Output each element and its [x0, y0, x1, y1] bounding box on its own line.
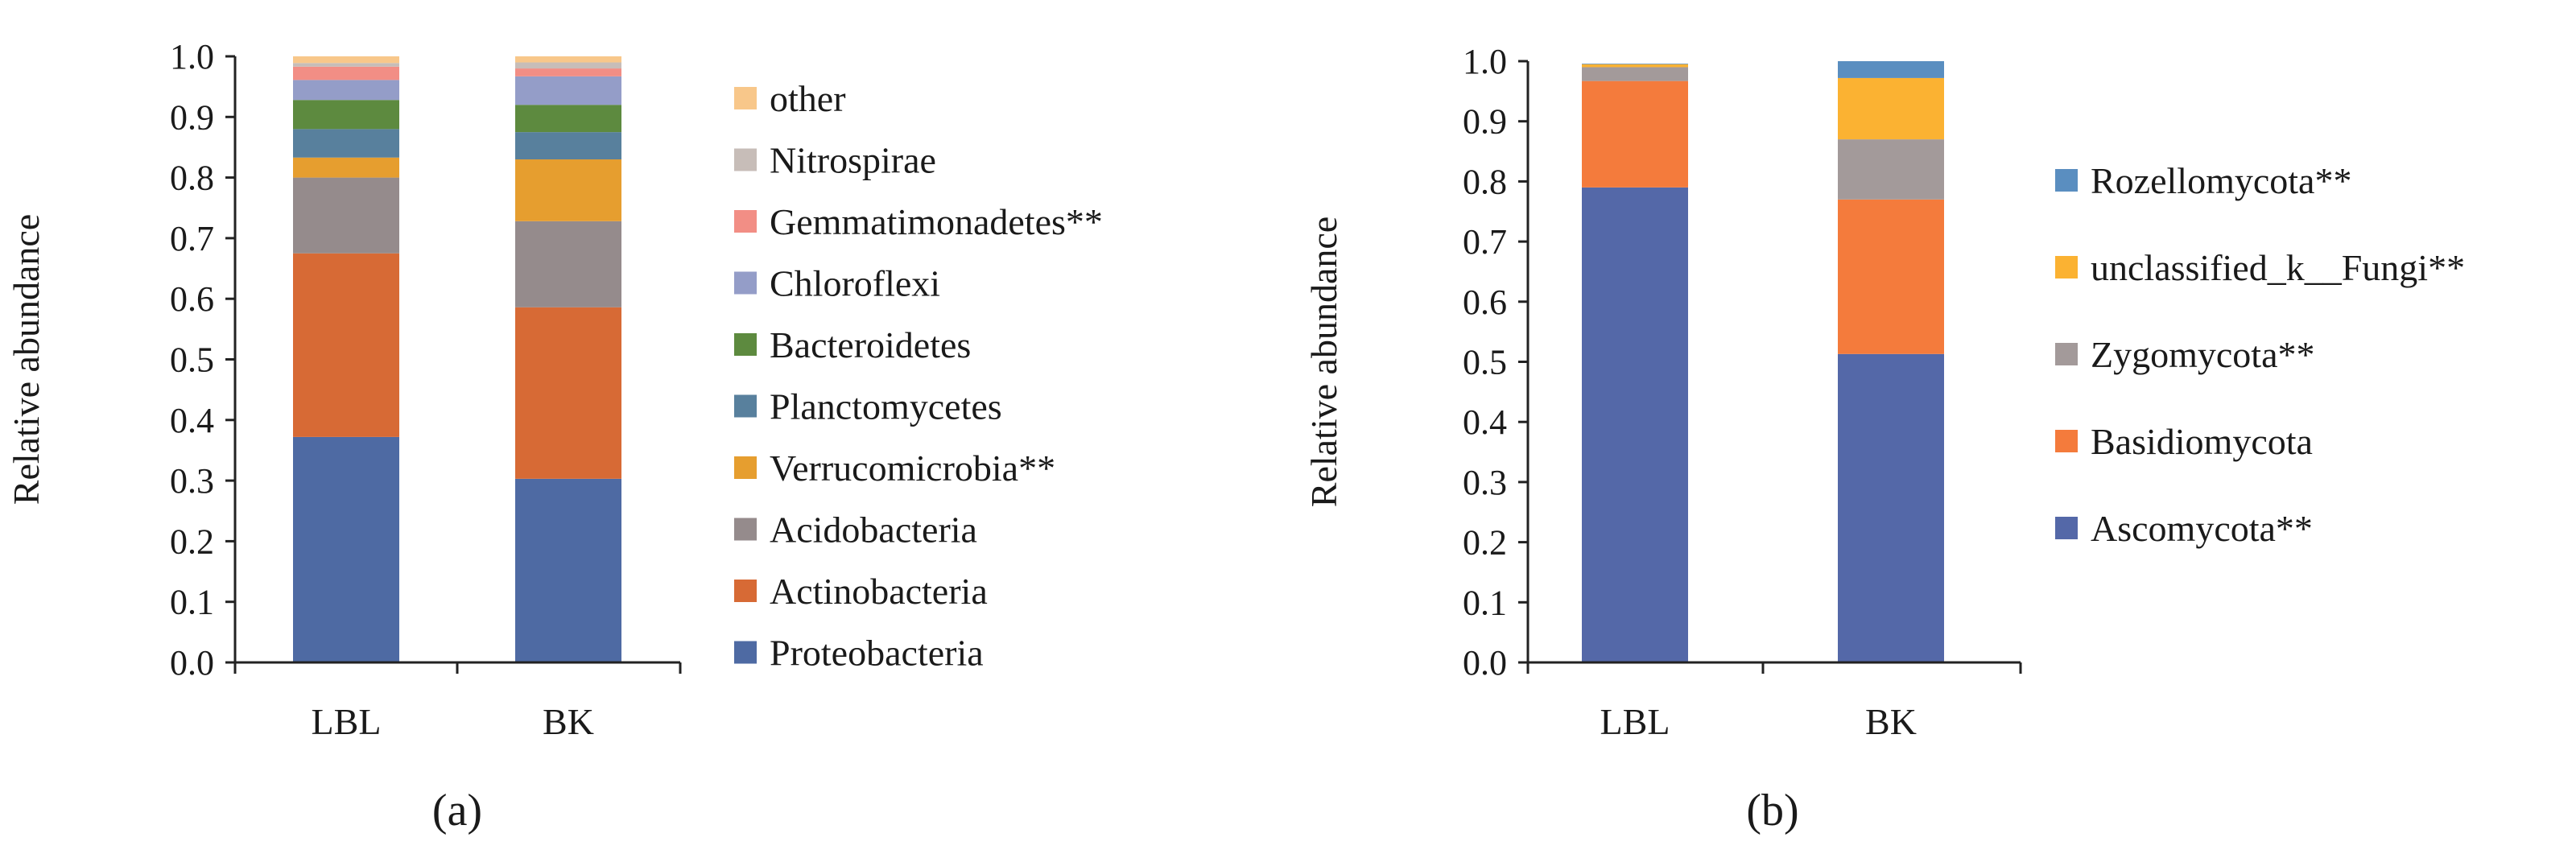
x-tick-label: LBL: [1600, 701, 1670, 742]
legend-label: Acidobacteria: [770, 510, 977, 551]
y-tick-label: 0.0: [170, 643, 214, 683]
legend-swatch: [2055, 430, 2078, 452]
legend-swatch: [734, 518, 757, 541]
y-tick-label: 0.3: [170, 461, 214, 501]
legend-label: Verrucomicrobia**: [770, 448, 1055, 489]
legend-swatch: [734, 210, 757, 233]
y-tick-label: 0.9: [170, 97, 214, 137]
legend-label: unclassified_k__Fungi**: [2091, 247, 2465, 288]
bar-segment: [515, 62, 621, 69]
legend-label: Planctomycetes: [770, 386, 1002, 427]
y-tick-label: 0.1: [1463, 583, 1507, 622]
bar-segment: [293, 157, 399, 178]
bar-segment: [515, 307, 621, 479]
chart-panel-b: LBL BK 0.0 0.1 0.2 0.3 0.4 0.5 0.6 0.7 0.8 0.9 1.0 Re…: [1303, 42, 2465, 835]
chart-panel-a: LBL BK 0.0 0.1 0.2 0.3 0.4 0.5 0.6 0.7 0.8 0.9 1.0 Re…: [6, 37, 1103, 835]
y-tick-label: 0.6: [1463, 283, 1507, 322]
y-tick-label: 0.8: [1463, 162, 1507, 201]
bar-segment: [515, 159, 621, 221]
bar-segment: [1582, 187, 1688, 662]
legend-swatch: [2055, 517, 2078, 539]
bar-segment: [1838, 199, 1944, 354]
legend-swatch: [734, 456, 757, 479]
y-tick-label: 0.5: [170, 340, 214, 380]
legend-label: Chloroflexi: [770, 263, 940, 304]
legend-swatch: [734, 148, 757, 171]
legend-label: Basidiomycota: [2091, 421, 2313, 462]
legend-swatch: [734, 580, 757, 602]
bar-segment: [293, 436, 399, 662]
legend-label: other: [770, 78, 846, 119]
legend-swatch: [2055, 343, 2078, 365]
bar-segment: [515, 221, 621, 307]
y-tick-label: 0.7: [170, 219, 214, 258]
bar-segment: [293, 177, 399, 254]
y-tick-label: 0.0: [1463, 643, 1507, 683]
y-tick-label: 0.5: [1463, 343, 1507, 382]
x-tick-label: LBL: [312, 701, 382, 742]
panel-label: (a): [432, 786, 482, 835]
legend-swatch: [734, 333, 757, 356]
bar-segment: [293, 66, 399, 80]
legend-swatch: [734, 271, 757, 295]
bar-segment: [1582, 67, 1688, 81]
bar-segment: [293, 56, 399, 64]
legend-swatch: [734, 394, 757, 418]
y-tick-label: 0.2: [170, 522, 214, 561]
bar-segment: [293, 63, 399, 67]
y-axis-title: Relative abundance: [6, 214, 47, 505]
legend-label: Zygomycota**: [2091, 334, 2315, 375]
y-tick-label: 0.8: [170, 159, 214, 198]
x-tick-label: BK: [543, 701, 594, 742]
bar-segment: [515, 105, 621, 133]
y-tick-label: 0.9: [1463, 102, 1507, 142]
panel-label: (b): [1746, 786, 1798, 835]
bar-segment: [515, 68, 621, 76]
y-tick-label: 1.0: [1463, 42, 1507, 81]
y-tick-label: 0.3: [1463, 463, 1507, 502]
bar-segment: [1582, 64, 1688, 68]
bar-segment: [1838, 353, 1944, 662]
bar-segment: [293, 129, 399, 158]
y-tick-label: 0.6: [170, 279, 214, 319]
y-tick-label: 0.2: [1463, 523, 1507, 563]
x-tick-label: BK: [1865, 701, 1917, 742]
bar-segment: [293, 80, 399, 101]
bar-segment: [515, 56, 621, 63]
legend-label: Actinobacteria: [770, 571, 988, 612]
bar-segment: [1838, 77, 1944, 140]
y-tick-label: 1.0: [170, 37, 214, 76]
legend-label: Ascomycota**: [2091, 508, 2313, 549]
bar-segment: [515, 132, 621, 160]
bar-segment: [515, 478, 621, 662]
bar-segment: [293, 253, 399, 437]
bar-segment: [1838, 61, 1944, 78]
legend-swatch: [734, 641, 757, 664]
bar-segment: [293, 100, 399, 130]
y-axis-title: Relative abundance: [1303, 217, 1344, 507]
y-tick-label: 0.4: [1463, 402, 1507, 442]
legend-swatch: [2055, 256, 2078, 278]
bar-segment: [515, 76, 621, 105]
legend-label: Rozellomycota**: [2091, 160, 2351, 201]
bar-segment: [1582, 80, 1688, 188]
bar-segment: [1838, 139, 1944, 200]
y-tick-label: 0.4: [170, 401, 214, 440]
legend-label: Proteobacteria: [770, 633, 984, 674]
legend-label: Gemmatimonadetes**: [770, 201, 1103, 242]
legend-swatch: [734, 87, 757, 109]
legend-swatch: [2055, 169, 2078, 192]
y-tick-label: 0.7: [1463, 222, 1507, 262]
legend-label: Nitrospirae: [770, 140, 936, 181]
y-tick-label: 0.1: [170, 583, 214, 622]
legend-label: Bacteroidetes: [770, 324, 971, 365]
